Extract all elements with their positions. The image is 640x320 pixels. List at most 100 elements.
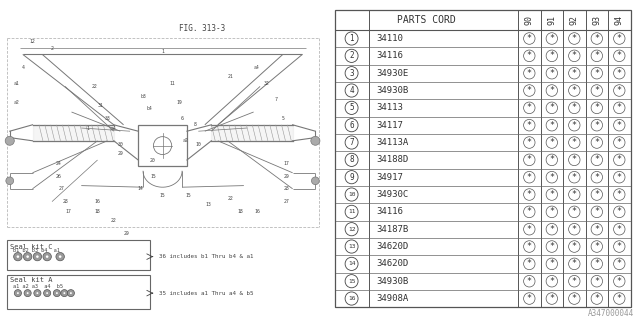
Circle shape [61,290,68,297]
Text: 14: 14 [137,186,143,191]
Text: Seal kit A: Seal kit A [10,277,52,283]
Text: 2: 2 [51,45,54,51]
Text: 18: 18 [237,209,243,214]
Circle shape [27,292,29,294]
Text: 29: 29 [284,173,289,179]
Text: *: * [572,86,577,95]
Text: *: * [572,242,577,251]
Text: FIG. 313-3: FIG. 313-3 [179,24,225,33]
Text: *: * [527,155,532,164]
Circle shape [63,292,65,294]
Text: *: * [617,155,622,164]
Text: *: * [595,138,599,147]
Bar [6,275,150,309]
Text: *: * [572,225,577,234]
Text: *: * [572,121,577,130]
Text: *: * [572,34,577,43]
Text: 34110: 34110 [376,34,403,43]
Text: 4: 4 [21,65,24,70]
Text: 28: 28 [62,199,68,204]
Circle shape [44,290,51,297]
Text: *: * [549,173,554,182]
Text: *: * [595,260,599,268]
Text: 34113A: 34113A [376,138,409,147]
Text: 90: 90 [525,15,534,25]
Text: 6: 6 [180,116,184,121]
Text: 36 includes b1 Thru b4 & a1: 36 includes b1 Thru b4 & a1 [159,254,254,259]
Circle shape [14,290,22,297]
Text: *: * [527,242,532,251]
Text: *: * [595,34,599,43]
Circle shape [53,290,60,297]
Text: Seal kit C: Seal kit C [10,244,52,250]
Text: *: * [572,190,577,199]
Circle shape [17,292,19,294]
Text: 16: 16 [254,209,260,214]
Circle shape [34,290,41,297]
Text: *: * [549,69,554,78]
Text: 34188D: 34188D [376,155,409,164]
Text: *: * [595,277,599,286]
Text: 12: 12 [29,39,35,44]
Text: *: * [617,173,622,182]
Text: *: * [595,190,599,199]
Text: 10: 10 [195,141,201,147]
Text: *: * [527,103,532,112]
Text: 30: 30 [117,141,123,147]
Text: *: * [527,294,532,303]
Text: *: * [527,138,532,147]
Text: *: * [527,86,532,95]
Text: 3: 3 [349,69,354,78]
Bar [138,125,187,166]
Text: 35 includes a1 Thru a4 & b5: 35 includes a1 Thru a4 & b5 [159,291,254,296]
Text: 1: 1 [161,49,164,54]
Text: *: * [549,294,554,303]
Text: 13: 13 [205,202,211,207]
Text: *: * [617,207,622,216]
Text: 34117: 34117 [376,121,403,130]
Circle shape [67,290,74,297]
Text: *: * [572,51,577,60]
Circle shape [24,252,32,261]
Text: a1: a1 [13,81,19,86]
Text: 34620D: 34620D [376,260,409,268]
Text: 34917: 34917 [376,173,403,182]
Text: 34930B: 34930B [376,277,409,286]
Text: 27: 27 [59,186,65,191]
Text: *: * [617,121,622,130]
Text: 33: 33 [104,116,110,121]
Text: b1 b2 b3 b4  a1: b1 b2 b3 b4 a1 [13,248,60,253]
Text: *: * [527,173,532,182]
Text: *: * [549,277,554,286]
Text: 29: 29 [117,151,123,156]
Text: *: * [617,225,622,234]
Text: *: * [527,34,532,43]
Text: 8: 8 [194,122,196,127]
Text: 92: 92 [570,15,579,25]
Text: 6: 6 [349,121,354,130]
Text: *: * [572,155,577,164]
Circle shape [56,252,65,261]
Text: 93: 93 [592,15,602,25]
Text: 1: 1 [86,125,89,131]
Text: *: * [617,69,622,78]
Circle shape [6,177,13,185]
Text: 27: 27 [284,199,289,204]
Text: *: * [549,225,554,234]
Text: *: * [595,242,599,251]
Text: *: * [549,242,554,251]
Text: 5: 5 [282,116,284,121]
Text: *: * [549,51,554,60]
Circle shape [46,292,48,294]
Text: 21: 21 [228,74,234,79]
Circle shape [46,255,49,258]
Text: *: * [617,260,622,268]
Text: *: * [595,173,599,182]
Text: 34908A: 34908A [376,294,409,303]
Text: *: * [527,51,532,60]
Text: *: * [549,260,554,268]
Circle shape [312,177,319,185]
Text: *: * [527,69,532,78]
Text: *: * [527,277,532,286]
Text: 15: 15 [186,193,191,198]
